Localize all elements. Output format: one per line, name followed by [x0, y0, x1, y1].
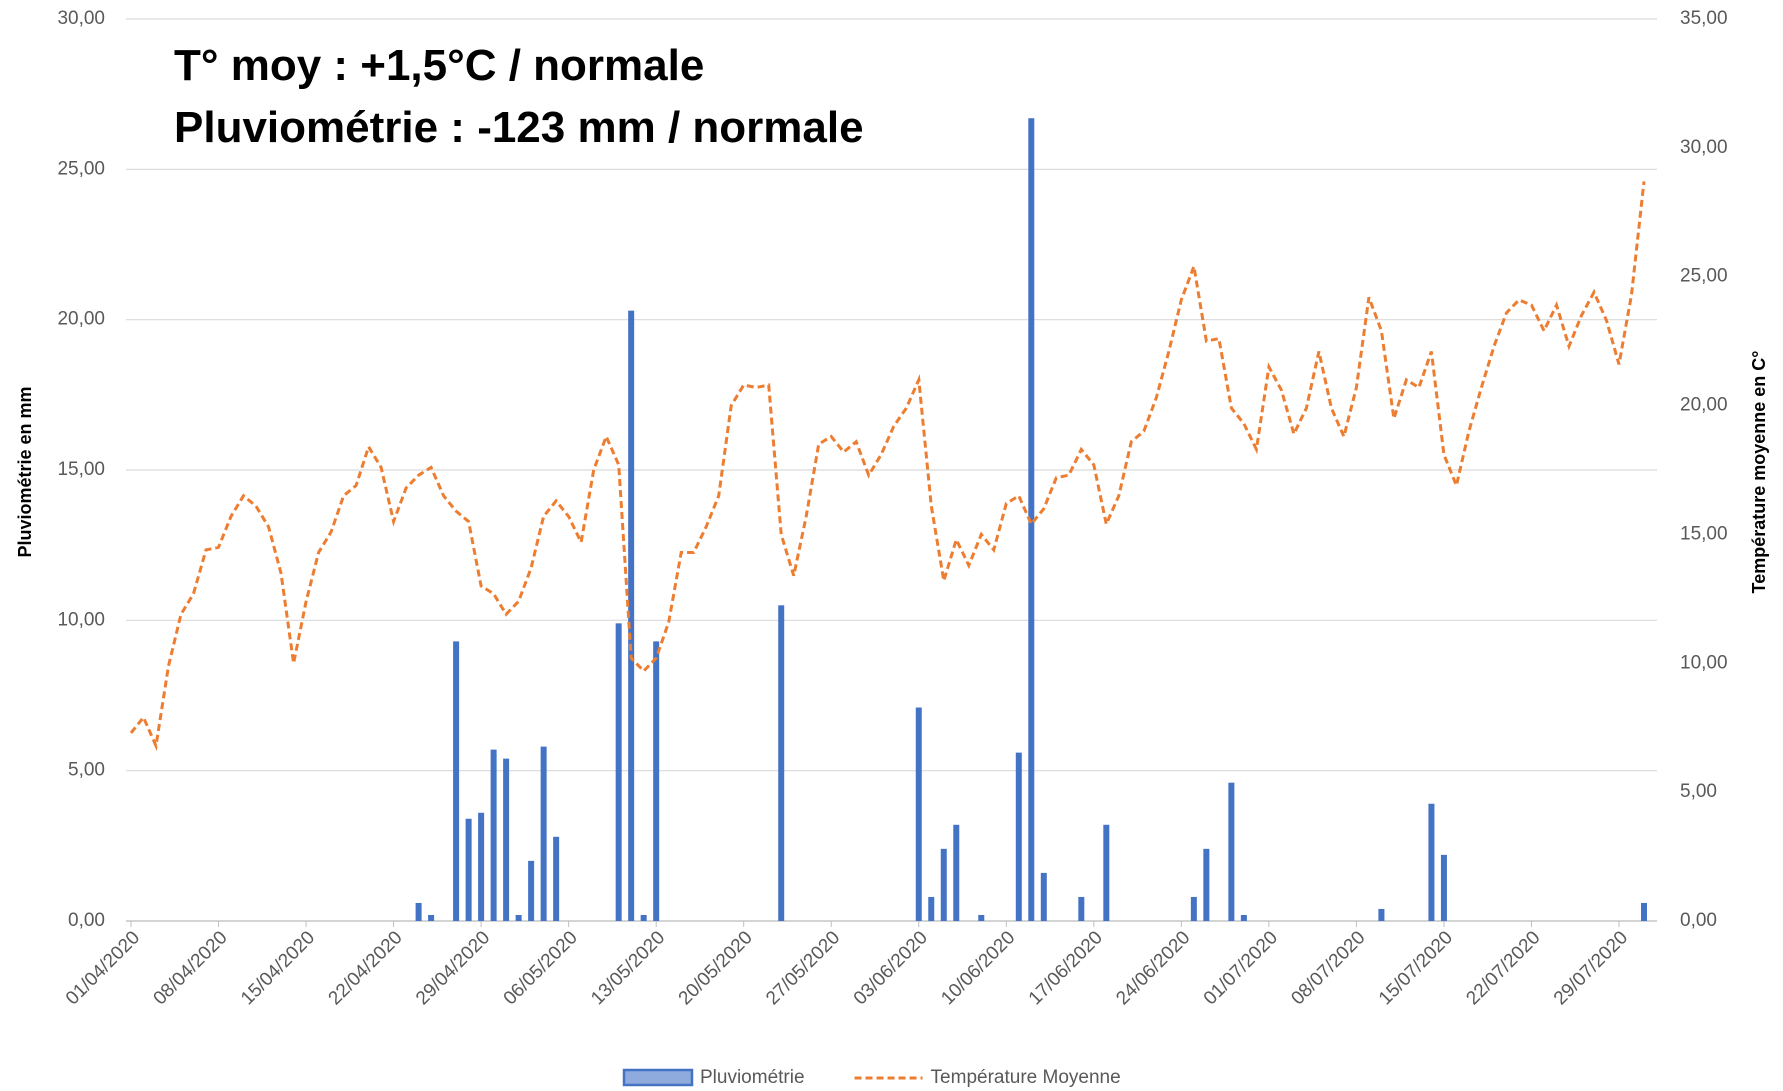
bar: [953, 824, 960, 921]
legend-label: Température Moyenne: [931, 1067, 1121, 1088]
annotation: T° moy : +1,5°C / normale: [174, 41, 704, 90]
bar: [653, 641, 660, 921]
x-tick-label: 17/06/2020: [1025, 927, 1107, 1009]
bar: [940, 848, 947, 921]
x-tick-label: 24/06/2020: [1112, 927, 1194, 1009]
bar: [1015, 752, 1022, 921]
x-tick-label: 10/06/2020: [937, 927, 1019, 1009]
bar: [1228, 782, 1235, 921]
bar: [1078, 896, 1085, 921]
legend-label: Pluviométrie: [700, 1067, 805, 1088]
bar: [1378, 908, 1385, 921]
x-tick-label: 15/07/2020: [1375, 927, 1457, 1009]
y-tick-label: 30,00: [57, 8, 105, 29]
y2-tick-label: 15,00: [1680, 523, 1728, 544]
bar: [415, 902, 422, 921]
bar: [1040, 872, 1047, 921]
y2-tick-label: 20,00: [1680, 395, 1728, 416]
bar: [1428, 803, 1435, 921]
bar: [1240, 914, 1247, 921]
x-tick-label: 13/05/2020: [587, 927, 669, 1009]
bar: [428, 914, 435, 921]
bar: [553, 836, 560, 921]
bar: [778, 605, 785, 921]
y2-tick-label: 10,00: [1680, 652, 1728, 673]
bar: [615, 623, 622, 921]
bar: [540, 746, 547, 921]
y2-tick-label: 35,00: [1680, 8, 1728, 29]
y-tick-label: 20,00: [57, 309, 105, 330]
bar: [490, 749, 497, 921]
bar: [915, 707, 922, 921]
x-tick-label: 06/05/2020: [500, 927, 582, 1009]
bar: [515, 914, 522, 921]
x-tick-label: 15/04/2020: [237, 927, 319, 1009]
bar: [465, 818, 472, 921]
x-tick-label: 08/04/2020: [150, 927, 232, 1009]
y2-axis-label: Température moyenne en C°: [1749, 351, 1769, 594]
bar: [628, 310, 635, 921]
y-tick-label: 5,00: [68, 760, 105, 781]
bar: [978, 914, 985, 921]
bar: [503, 758, 510, 921]
bar: [1028, 118, 1035, 922]
x-tick-label: 01/04/2020: [62, 927, 144, 1009]
y-tick-label: 10,00: [57, 609, 105, 630]
x-tick-label: 29/07/2020: [1550, 927, 1632, 1009]
bar: [1190, 896, 1197, 921]
x-tick-label: 27/05/2020: [762, 927, 844, 1009]
bar: [1641, 902, 1647, 921]
x-tick-label: 03/06/2020: [850, 927, 932, 1009]
y2-tick-label: 30,00: [1680, 137, 1728, 158]
line: [129, 181, 1646, 752]
bar: [640, 914, 647, 921]
y2-tick-label: 5,00: [1680, 781, 1717, 802]
bar: [528, 860, 535, 921]
x-tick-label: 08/07/2020: [1287, 927, 1369, 1009]
bar: [928, 896, 935, 921]
bar: [453, 641, 460, 921]
x-tick-label: 01/07/2020: [1200, 927, 1282, 1009]
x-tick-label: 20/05/2020: [675, 927, 757, 1009]
y2-tick-label: 25,00: [1680, 266, 1728, 287]
annotation: Pluviométrie : -123 mm / normale: [174, 103, 864, 152]
y-tick-label: 15,00: [57, 459, 105, 480]
y2-tick-label: 0,00: [1680, 910, 1717, 931]
y-tick-label: 25,00: [57, 158, 105, 179]
legend-swatch: [622, 1068, 694, 1087]
bar: [478, 812, 485, 921]
x-tick-label: 22/04/2020: [325, 927, 407, 1009]
x-tick-label: 29/04/2020: [412, 927, 494, 1009]
y-axis-label: Pluviométrie en mm: [15, 386, 35, 557]
x-tick-label: 22/07/2020: [1462, 927, 1544, 1009]
bar: [1103, 824, 1110, 921]
bar: [1440, 854, 1447, 921]
y-tick-label: 0,00: [68, 910, 105, 931]
bar: [1203, 848, 1210, 921]
